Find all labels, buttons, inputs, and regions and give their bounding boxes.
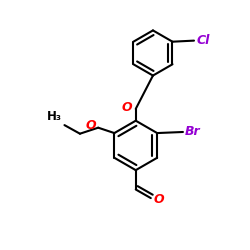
Text: O: O [86,118,96,132]
Text: Cl: Cl [196,34,209,47]
Text: H₃: H₃ [47,110,62,124]
Text: O: O [121,101,132,114]
Text: Br: Br [185,126,201,138]
Text: O: O [154,193,164,206]
